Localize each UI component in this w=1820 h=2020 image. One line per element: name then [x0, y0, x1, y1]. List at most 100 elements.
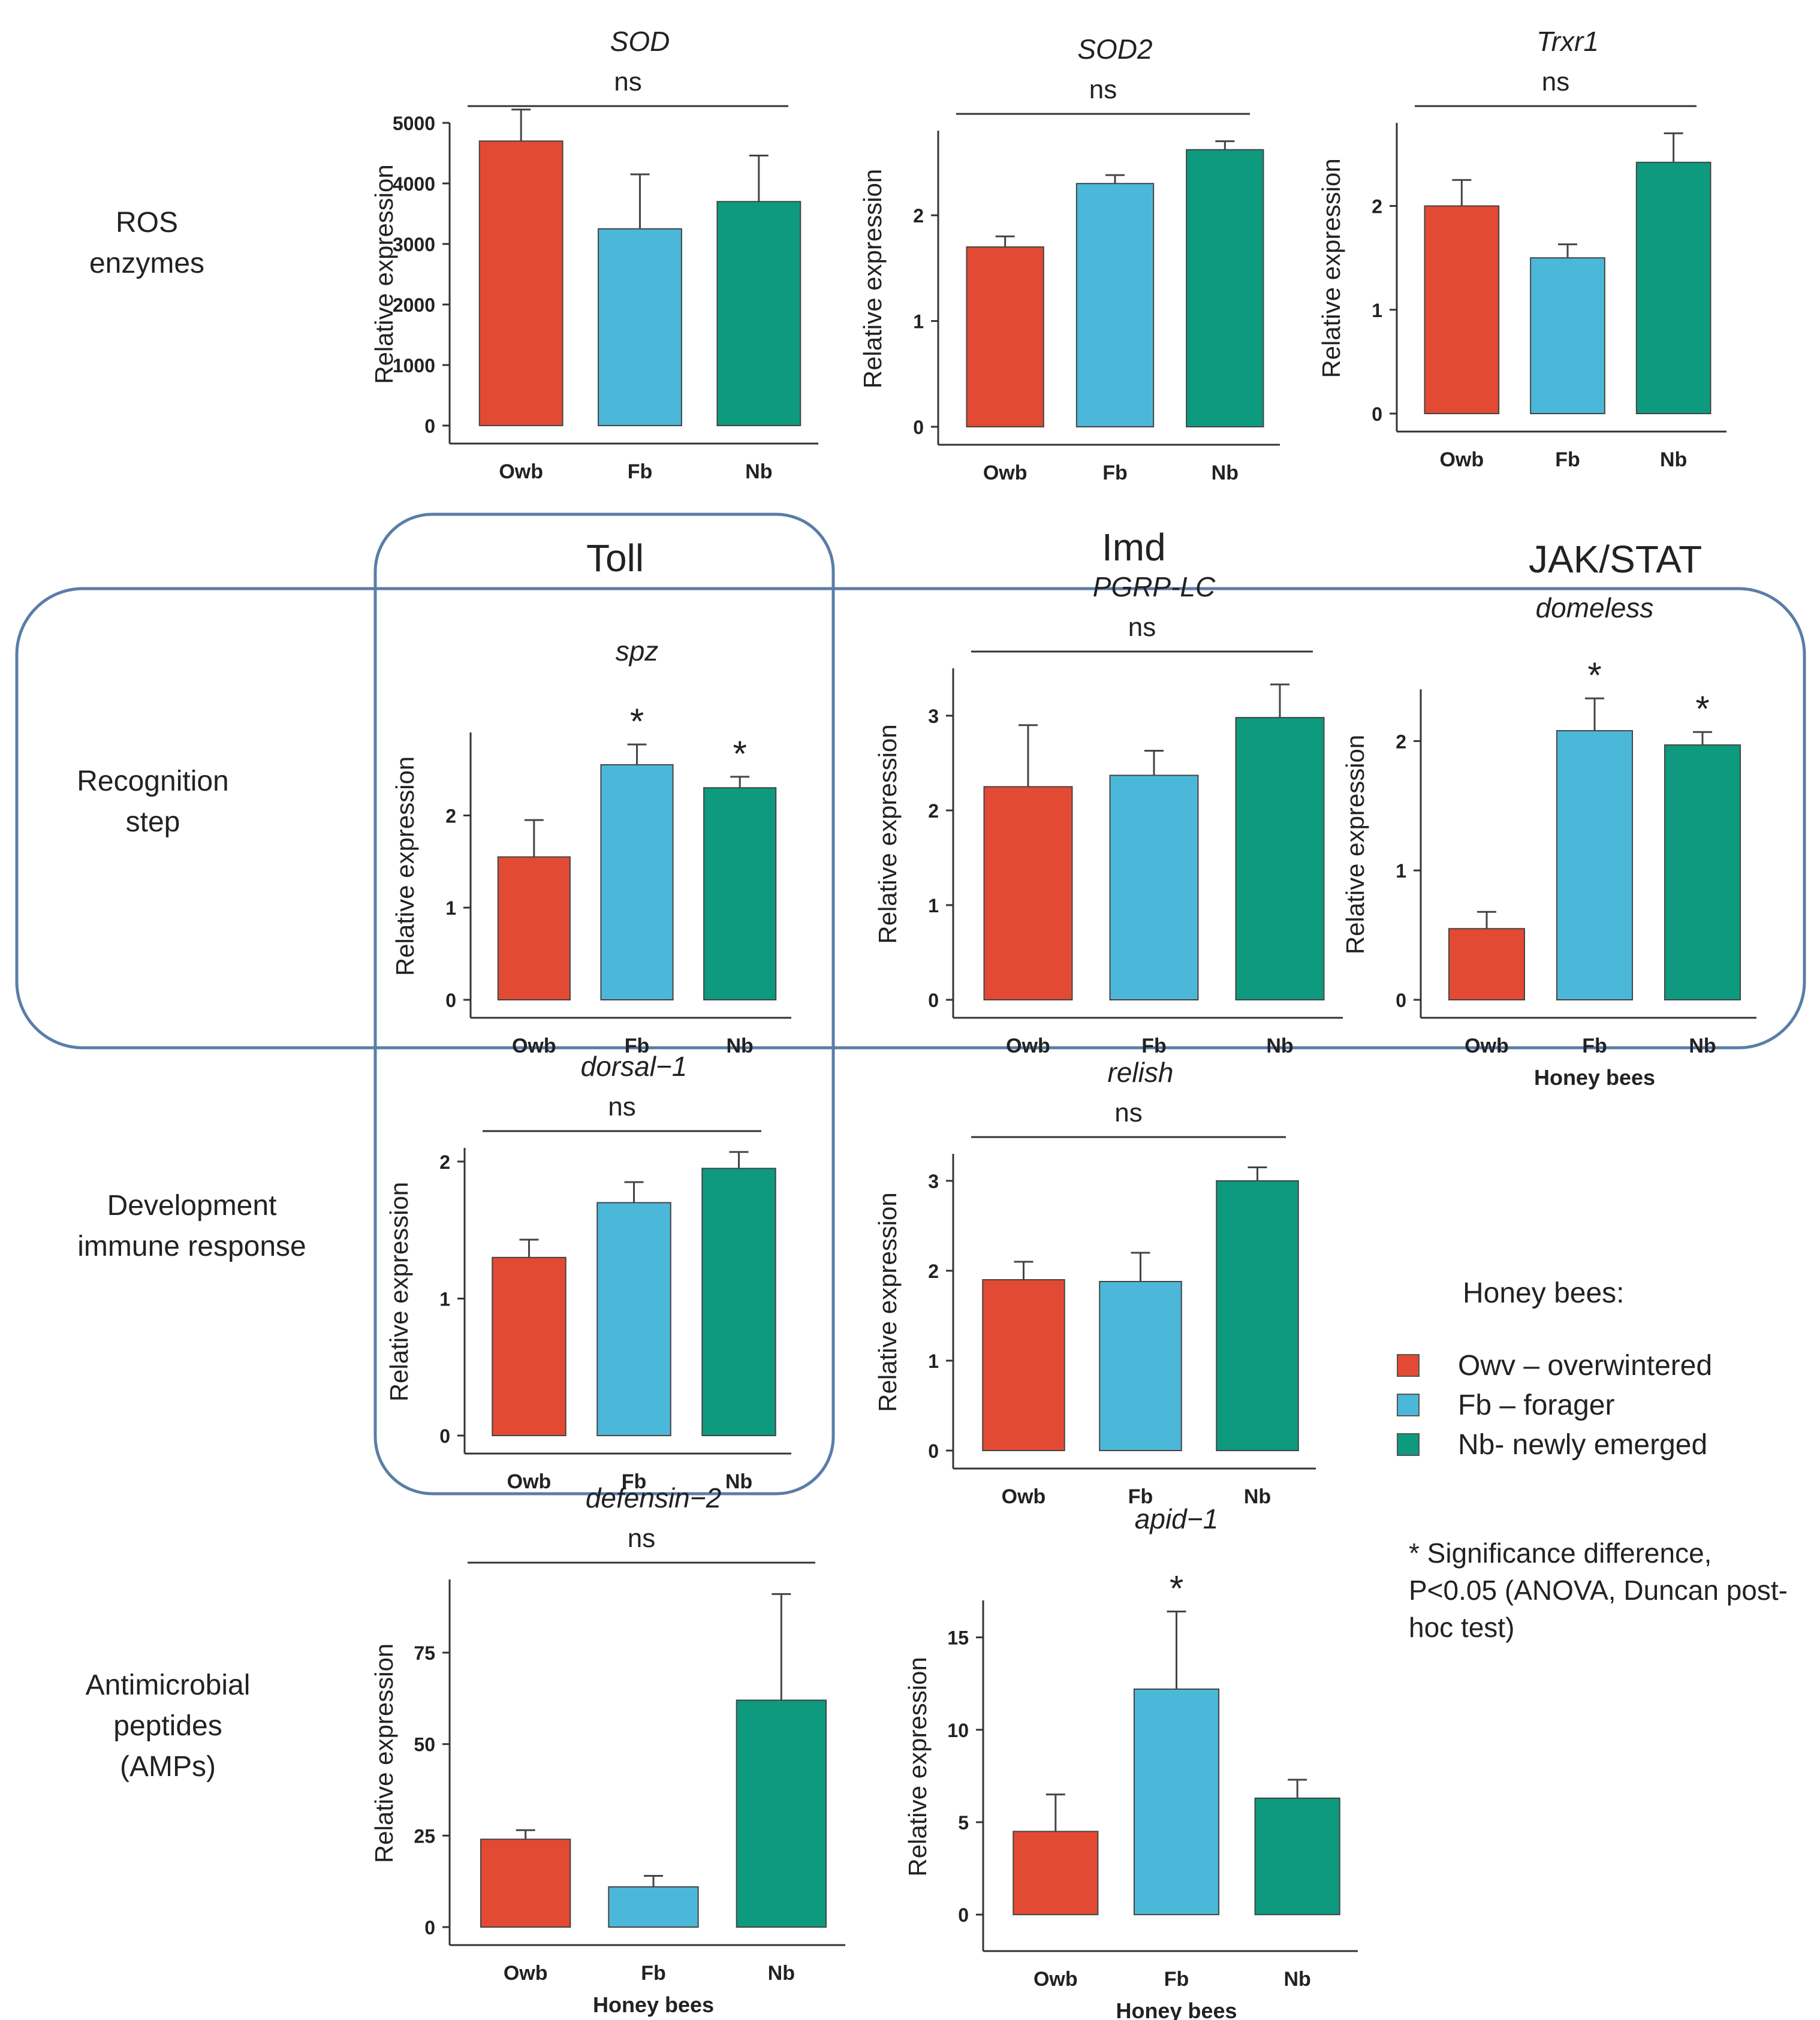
ns-label-pgrp-lc: ns: [1128, 613, 1156, 642]
bar-defensin-2-fb: [608, 1886, 699, 1928]
chart-apid-1: 0 5 10 15 Relative expression apid−1 Owb Fb * Nb H…: [903, 1503, 1358, 2020]
y-tick-label-defensin-2-0: 0: [424, 1917, 435, 1938]
bar-apid-1-nb: [1254, 1797, 1340, 1916]
significance-star-spz-fb: *: [630, 701, 644, 741]
pathway-label-jakstat: JAK/STAT: [1529, 538, 1703, 581]
bar-dorsal-1-fb: [596, 1202, 671, 1437]
row-label-amp: Antimicrobial peptides (AMPs): [42, 1665, 294, 1787]
y-tick-label-trxr1-0: 0: [1372, 403, 1382, 425]
row-label-ros-line2: enzymes: [89, 248, 205, 279]
x-tick-label-dorsal-1-nb: Nb: [725, 1470, 752, 1493]
significance-star-spz-nb: *: [733, 734, 746, 774]
y-tick-label-relish-1: 1: [928, 1350, 939, 1372]
legend-item-nb: Nb- newly emerged: [1397, 1425, 1712, 1464]
y-axis-title-apid-1: Relative expression: [903, 1657, 932, 1877]
row-label-development-line2: immune response: [77, 1231, 306, 1262]
bar-spz-owb: [497, 856, 571, 1001]
pathway-label-imd: Imd: [1102, 526, 1166, 569]
y-axis-title-defensin-2: Relative expression: [370, 1644, 398, 1864]
chart-title-domeless: domeless: [1536, 592, 1654, 623]
y-tick-label-sod2-1: 1: [913, 311, 924, 333]
bar-pgrp-lc-nb: [1235, 717, 1325, 1001]
y-tick-label-domeless-1: 1: [1396, 860, 1406, 882]
chart-title-defensin-2: defensin−2: [586, 1482, 721, 1514]
row-label-recognition-line1: Recognition: [77, 765, 229, 797]
y-tick-label-pgrp-lc-3: 3: [928, 706, 939, 727]
chart-sod2: 0 1 2 Relative expression SOD2 Owb Fb Nb ns: [858, 34, 1280, 484]
bar-sod-owb: [478, 140, 564, 427]
x-tick-label-spz-fb: Fb: [625, 1035, 650, 1057]
x-tick-label-spz-nb: Nb: [727, 1035, 754, 1057]
row-label-ros-line1: ROS: [115, 207, 178, 239]
significance-star-domeless-fb: *: [1587, 655, 1601, 695]
bar-trxr1-owb: [1424, 205, 1500, 414]
x-tick-label-pgrp-lc-nb: Nb: [1266, 1035, 1293, 1057]
legend-item-fb: Fb – forager: [1397, 1385, 1712, 1425]
bar-sod-nb: [716, 201, 801, 426]
bar-dorsal-1-nb: [701, 1168, 776, 1437]
chart-defensin-2: 0 25 50 75 Relative expression defensin−2 Owb F…: [370, 1482, 845, 2017]
chart-title-spz: spz: [616, 635, 659, 667]
y-axis-title-sod: Relative expression: [370, 164, 398, 384]
y-axis-title-trxr1: Relative expression: [1317, 158, 1345, 378]
y-tick-label-relish-2: 2: [928, 1261, 939, 1282]
y-tick-label-pgrp-lc-0: 0: [928, 990, 939, 1011]
y-tick-label-dorsal-1-0: 0: [439, 1425, 450, 1447]
chart-title-sod2: SOD2: [1077, 34, 1152, 65]
y-tick-label-apid-1-0: 0: [958, 1904, 969, 1926]
y-tick-label-sod-1: 1000: [393, 355, 435, 376]
y-tick-label-dorsal-1-1: 1: [439, 1288, 450, 1310]
ns-label-trxr1: ns: [1542, 67, 1569, 97]
y-tick-label-apid-1-1: 5: [958, 1812, 969, 1834]
y-tick-label-defensin-2-3: 75: [414, 1642, 435, 1664]
x-tick-label-apid-1-owb: Owb: [1033, 1968, 1078, 1991]
pathway-label-toll: Toll: [586, 536, 644, 580]
bar-sod2-owb: [966, 246, 1044, 427]
row-label-amp-line3: (AMPs): [120, 1751, 216, 1783]
y-tick-label-sod-4: 4000: [393, 173, 435, 195]
chart-pgrp-lc: 0 1 2 3 Relative expression PGRP-LC Owb Fb Nb ns: [873, 571, 1343, 1057]
y-tick-label-trxr1-2: 2: [1372, 196, 1382, 218]
bar-domeless-nb: [1664, 744, 1741, 1001]
x-tick-label-trxr1-owb: Owb: [1439, 448, 1484, 471]
legend-item-owv: Owv – overwintered: [1397, 1346, 1712, 1385]
x-tick-label-defensin-2-nb: Nb: [768, 1962, 795, 1985]
legend-swatch-fb: [1397, 1394, 1420, 1416]
chart-trxr1: 0 1 2 Relative expression Trxr1 Owb Fb Nb ns: [1317, 26, 1726, 471]
x-tick-label-trxr1-nb: Nb: [1660, 448, 1687, 471]
y-tick-label-defensin-2-2: 50: [414, 1734, 435, 1756]
legend-swatch-owv: [1397, 1354, 1420, 1377]
y-tick-label-spz-1: 1: [445, 897, 456, 919]
x-tick-label-relish-nb: Nb: [1244, 1485, 1271, 1508]
y-axis-title-domeless: Relative expression: [1341, 735, 1369, 955]
y-tick-label-domeless-2: 2: [1396, 731, 1406, 752]
bar-pgrp-lc-fb: [1109, 774, 1199, 1001]
bar-relish-nb: [1216, 1180, 1299, 1451]
bar-spz-nb: [703, 787, 777, 1001]
x-tick-label-defensin-2-owb: Owb: [504, 1962, 548, 1985]
x-tick-label-sod2-nb: Nb: [1212, 462, 1239, 484]
chart-relish: 0 1 2 3 Relative expression relish Owb Fb Nb ns: [873, 1057, 1316, 1508]
chart-spz: 0 1 2 Relative expression spz Owb Fb * Nb *: [391, 635, 791, 1057]
x-tick-label-relish-fb: Fb: [1128, 1485, 1153, 1508]
bar-trxr1-fb: [1530, 257, 1605, 414]
legend: Honey bees: Owv – overwintered Fb – fora…: [1397, 1277, 1712, 1464]
y-axis-title-dorsal-1: Relative expression: [385, 1182, 413, 1402]
chart-sod: 0 1000 2000 3000 4000 5000 Relative expression…: [370, 26, 818, 483]
bar-dorsal-1-owb: [492, 1256, 567, 1437]
y-axis-title-spz: Relative expression: [391, 756, 419, 976]
row-label-recognition-line2: step: [125, 806, 180, 838]
legend-title: Honey bees:: [1463, 1277, 1625, 1309]
row-label-amp-line2: peptides: [113, 1710, 222, 1742]
x-axis-title-defensin-2: Honey bees: [593, 1992, 714, 2017]
x-tick-label-domeless-nb: Nb: [1689, 1035, 1716, 1057]
ns-label-defensin-2: ns: [628, 1524, 655, 1553]
row-label-ros: ROS enzymes: [54, 203, 240, 284]
ns-label-sod: ns: [614, 67, 641, 97]
significance-star-apid-1-fb: *: [1170, 1569, 1183, 1609]
x-tick-label-dorsal-1-owb: Owb: [507, 1470, 552, 1493]
bar-relish-owb: [982, 1279, 1065, 1451]
significance-note: * Significance difference, P<0.05 (ANOVA…: [1409, 1537, 1788, 1643]
recognition-box: [15, 587, 1806, 1050]
